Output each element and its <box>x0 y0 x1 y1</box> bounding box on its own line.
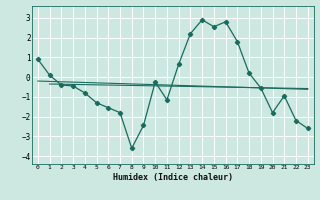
X-axis label: Humidex (Indice chaleur): Humidex (Indice chaleur) <box>113 173 233 182</box>
